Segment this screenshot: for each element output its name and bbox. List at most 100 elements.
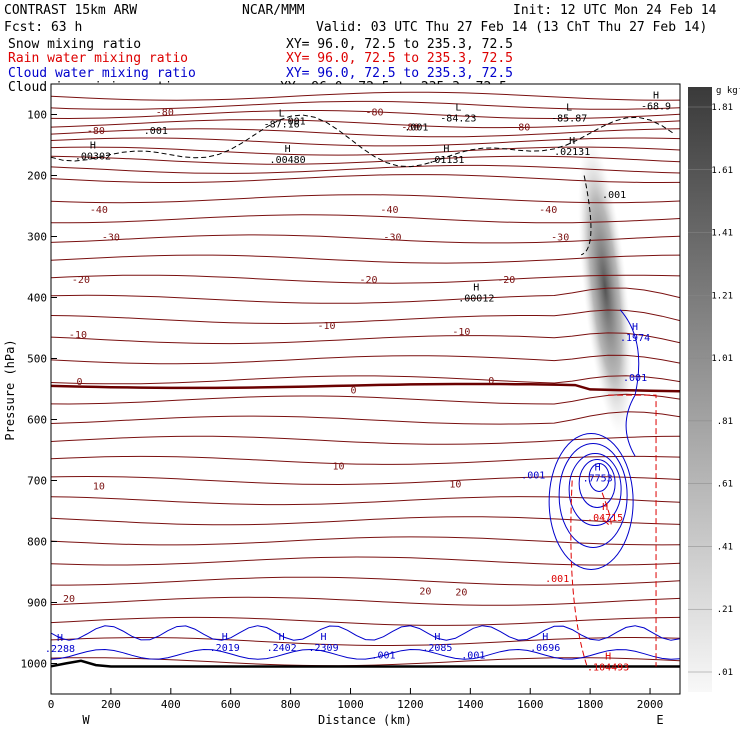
extremum-value: .04715	[587, 513, 623, 524]
isotherm-line	[51, 155, 680, 165]
y-tick-label: 700	[27, 475, 47, 488]
contour-value-label: .001	[602, 190, 626, 201]
isotherm-line	[51, 234, 680, 244]
cloud-water-contour	[619, 309, 640, 457]
x-tick-label: 800	[281, 698, 301, 711]
isotherm-line	[51, 435, 680, 445]
cloud-water-contours	[51, 309, 680, 660]
extremum-value: -85.87	[551, 114, 587, 125]
extremum-marker: H	[653, 90, 659, 101]
shaded-layer	[578, 139, 632, 437]
isotherm-line	[51, 128, 680, 138]
contour-value-label: .001	[371, 650, 395, 661]
isotherm-line	[51, 516, 680, 526]
forecast-hour: Fcst: 63 h	[4, 20, 82, 35]
extremum-value: .00012	[458, 293, 494, 304]
colorbar-unit: g kg⁻¹	[716, 86, 740, 96]
rain-contour	[601, 492, 612, 526]
ice-contour	[51, 114, 675, 168]
y-tick-label: 800	[27, 536, 47, 549]
isotherm-label: -20	[72, 275, 90, 286]
isotherm-label: -40	[380, 205, 398, 216]
colorbar-tick-label: .21	[717, 605, 733, 615]
isotherm-line	[51, 616, 680, 626]
colorbar-tick-label: 1.81	[711, 103, 733, 113]
isotherm-line	[51, 91, 680, 101]
x-tick-label: 1400	[457, 698, 484, 711]
y-tick-label: 300	[27, 231, 47, 244]
contour-value-label: .001	[282, 117, 306, 128]
contour-labels: -80 -80 -80 -80 -80 -40 -40 -40 -30 -30 -30 -20 -20 -…	[45, 90, 671, 673]
extremum-value: .02131	[554, 147, 590, 158]
y-tick-label: 100	[27, 109, 47, 122]
isotherm-label: -10	[318, 321, 336, 332]
ice-contours	[51, 114, 675, 256]
extremum-marker: H	[434, 632, 440, 643]
field-name-rain: Rain water mixing ratio	[8, 51, 188, 66]
x-axis-east-label: E	[656, 713, 663, 727]
extremum-marker: H	[595, 462, 601, 473]
model-title: CONTRAST 15km ARW	[4, 3, 137, 18]
isotherm-line	[51, 274, 680, 284]
isotherm-line	[51, 354, 680, 365]
isotherm-label: 10	[449, 480, 461, 491]
isotherm-line	[51, 110, 680, 120]
isotherm-label: -80	[156, 107, 174, 118]
temperature-contours	[51, 91, 680, 668]
y-tick-label: 500	[27, 353, 47, 366]
isotherm-line	[51, 174, 680, 183]
contour-value-label: .001	[404, 123, 428, 134]
isotherm-line	[51, 411, 680, 425]
extremum-value: .2402	[267, 643, 297, 654]
isotherm-label: 20	[419, 586, 431, 597]
rain-contour	[608, 394, 657, 667]
isotherm-label: -40	[539, 205, 557, 216]
colorbar	[688, 87, 712, 692]
surface-line	[51, 659, 680, 668]
ice-contour	[580, 175, 592, 256]
isotherm-line	[51, 576, 680, 586]
colorbar-tick-label: 1.01	[711, 354, 733, 364]
isotherm-label: -80	[512, 123, 530, 134]
field-name-cloud: Cloud water mixing ratio	[8, 66, 196, 81]
extremum-value: .1974	[620, 333, 650, 344]
cloud-water-contour	[578, 458, 616, 508]
isotherm-line	[51, 309, 680, 325]
isotherm-label: -30	[383, 233, 401, 244]
plot-frame	[50, 83, 681, 695]
isotherm-label: 0	[488, 376, 494, 387]
rain-contours	[570, 394, 657, 667]
extremum-marker: H	[222, 632, 228, 643]
contour-value-label: .001	[461, 650, 485, 661]
isotherm-label: -30	[102, 233, 120, 244]
y-tick-label: 400	[27, 292, 47, 305]
extremum-marker: H	[569, 136, 575, 147]
isotherm-line	[51, 287, 680, 304]
isotherm-label: 0	[76, 377, 82, 388]
extremum-value: .2288	[45, 644, 75, 655]
extremum-value: .2309	[309, 643, 339, 654]
isotherm-line	[51, 164, 680, 174]
extremum-marker: L	[279, 109, 285, 120]
y-tick-label: 900	[27, 597, 47, 610]
extremum-value: -84.23	[440, 114, 476, 125]
isotherm-label: -80	[87, 126, 105, 137]
colorbar-ticks: .01 .21 .41 .61 .81 1.01 1.21 1.41 1.61 1.81	[688, 103, 733, 678]
isotherm-label: -80	[365, 107, 383, 118]
isotherm-label: -30	[551, 233, 569, 244]
contour-value-label: .001	[144, 126, 168, 137]
extremum-value: .01131	[428, 155, 464, 166]
isotherm-line	[51, 254, 680, 264]
isotherm-line	[51, 194, 680, 204]
extremum-value: -87.16	[264, 120, 300, 131]
x-tick-label: 200	[101, 698, 121, 711]
extremum-marker: H	[605, 652, 611, 663]
isotherm-line	[51, 475, 680, 486]
init-time: Init: 12 UTC Mon 24 Feb 14	[513, 3, 717, 18]
extremum-value: .7753	[583, 473, 613, 484]
x-tick-label: 1600	[517, 698, 544, 711]
contour-value-label: .001	[623, 373, 647, 384]
field-name-snow: Snow mixing ratio	[8, 37, 141, 52]
isotherm-line	[51, 119, 680, 129]
